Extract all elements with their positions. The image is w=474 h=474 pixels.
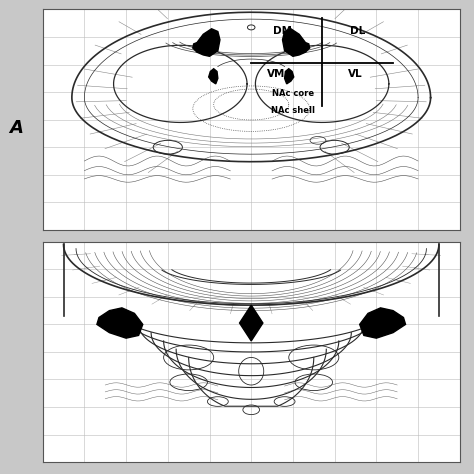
Text: NAc core: NAc core bbox=[272, 89, 314, 98]
Polygon shape bbox=[283, 29, 310, 56]
Polygon shape bbox=[97, 308, 143, 338]
Polygon shape bbox=[284, 69, 294, 84]
Text: DL: DL bbox=[350, 26, 365, 36]
Polygon shape bbox=[193, 29, 220, 56]
Polygon shape bbox=[360, 308, 406, 338]
Polygon shape bbox=[239, 305, 263, 341]
Text: VL: VL bbox=[348, 69, 363, 79]
Polygon shape bbox=[209, 69, 218, 84]
Text: NAc shell: NAc shell bbox=[271, 106, 315, 115]
Text: VM: VM bbox=[267, 69, 285, 79]
Text: A: A bbox=[9, 119, 24, 137]
Text: DM: DM bbox=[273, 26, 292, 36]
